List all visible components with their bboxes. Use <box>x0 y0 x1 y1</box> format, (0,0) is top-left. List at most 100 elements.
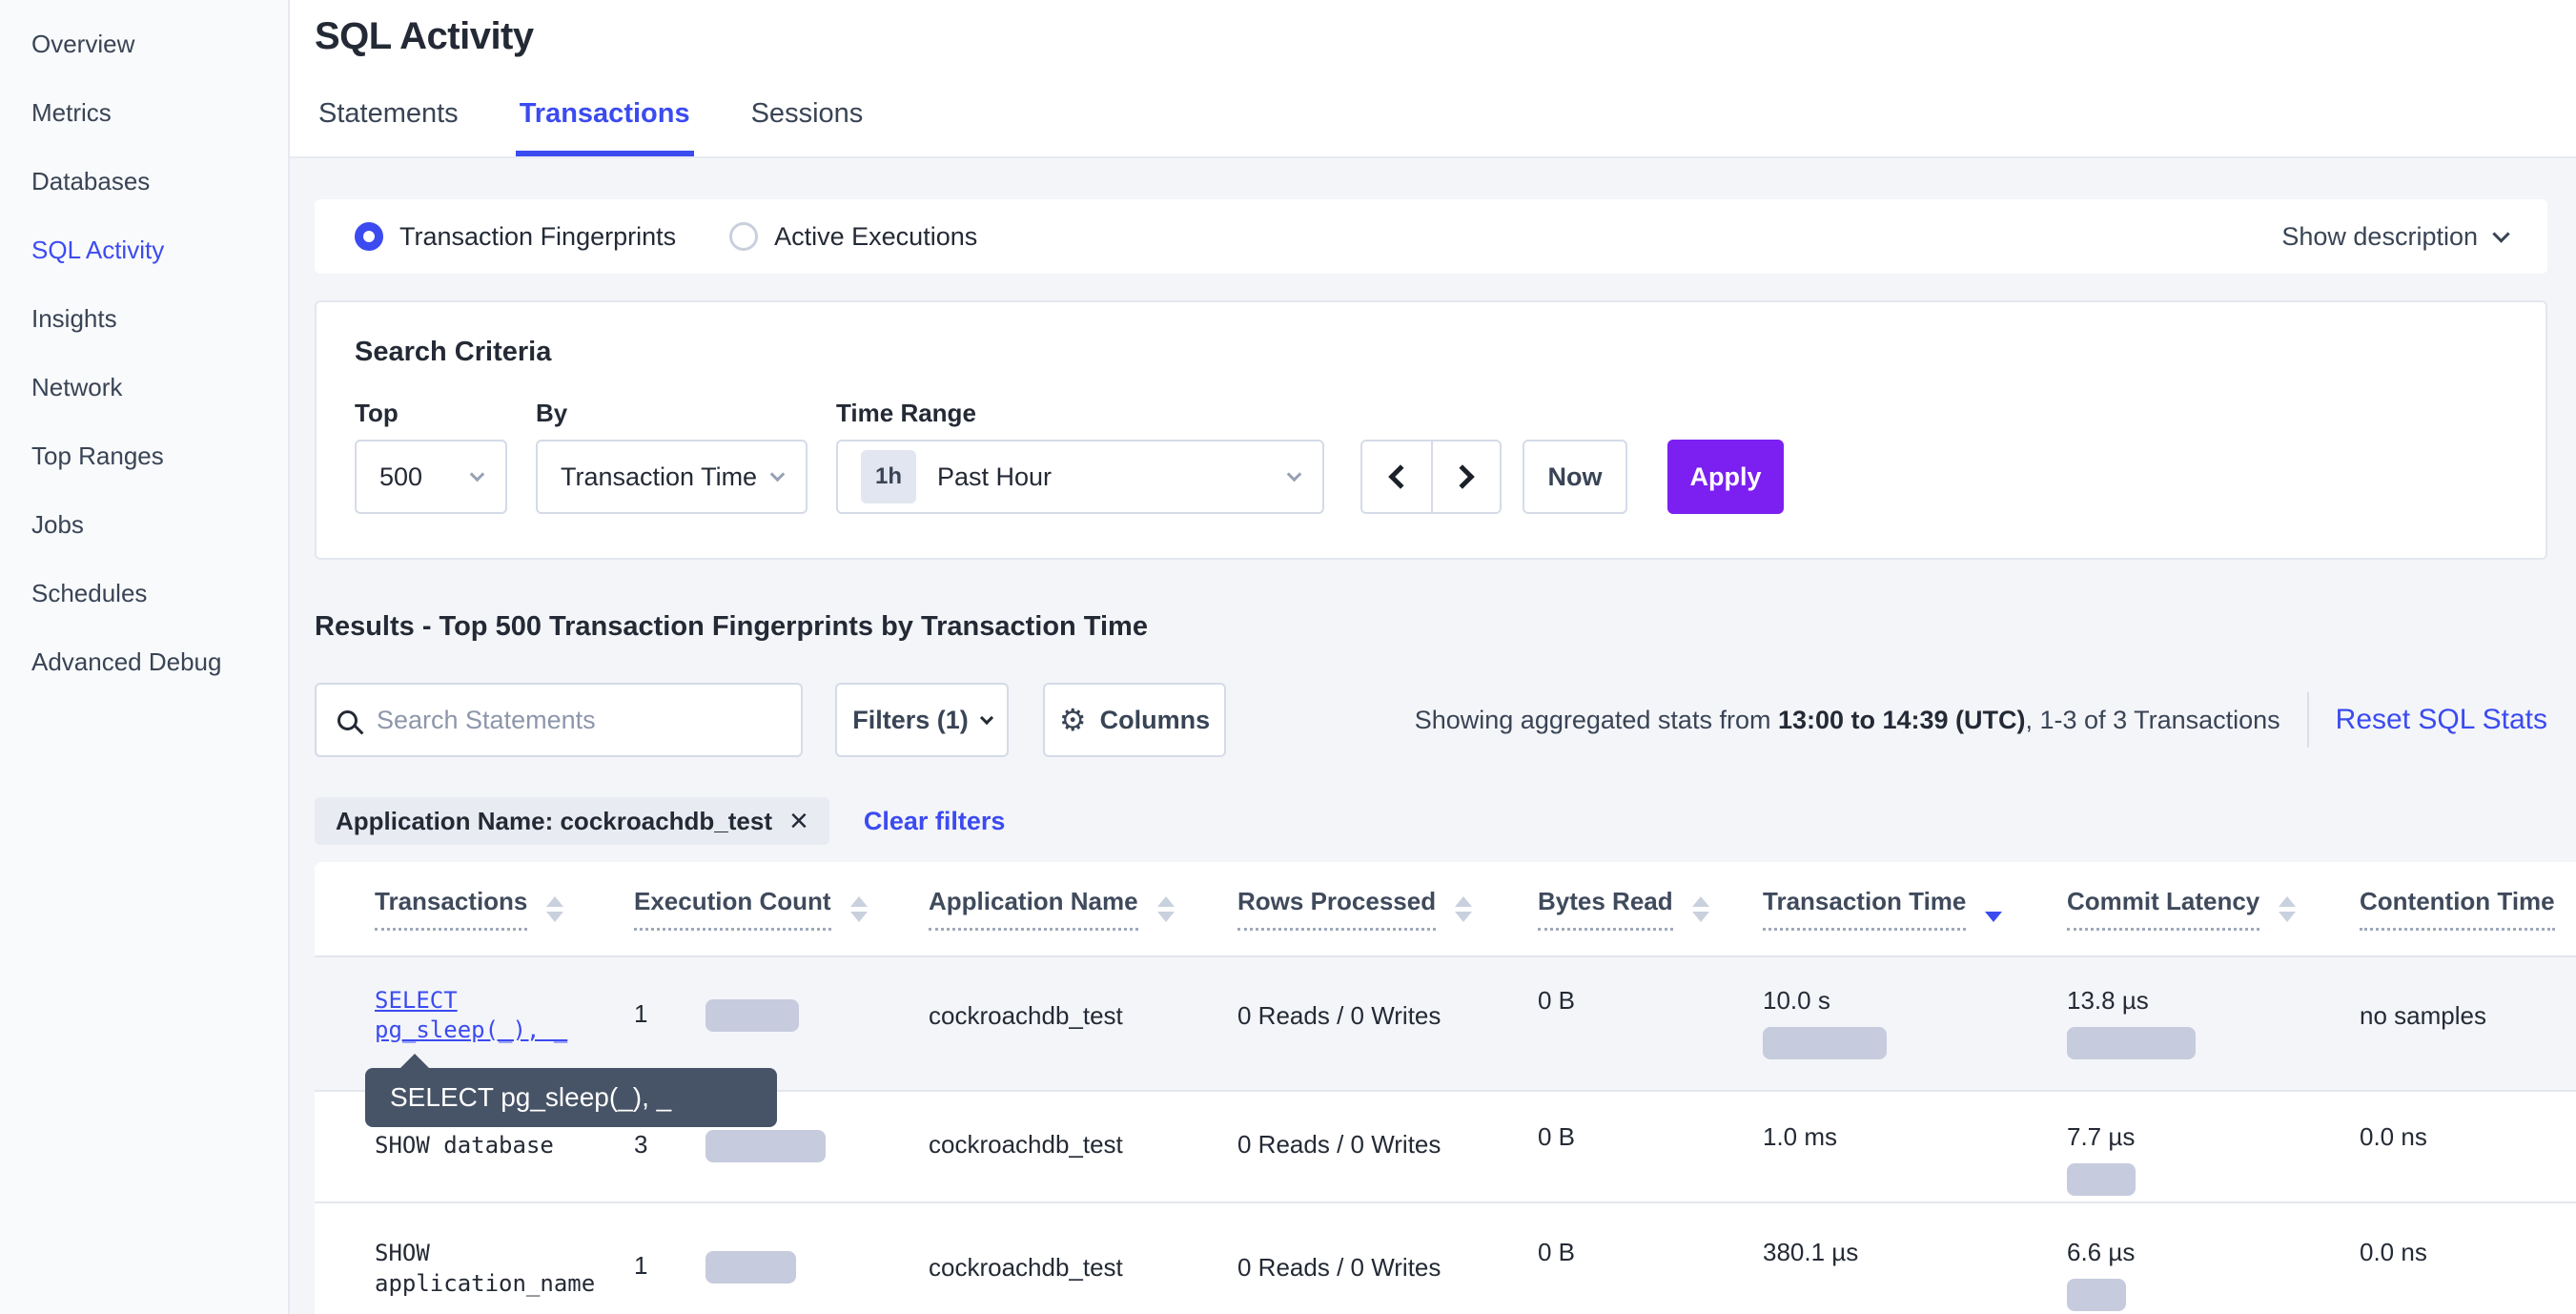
remove-filter-icon[interactable]: × <box>789 803 808 839</box>
table-row: SHOW database 3 cockroachdb_test 0 Reads… <box>315 1090 2576 1201</box>
by-field: By Transaction Time <box>536 399 808 514</box>
radio-selected-icon <box>355 222 383 251</box>
chevron-down-icon <box>769 466 786 482</box>
commit-latency-bar <box>2067 1279 2126 1311</box>
filter-chip-application-name: Application Name: cockroachdb_test × <box>315 797 829 845</box>
sort-icons <box>1691 895 1709 922</box>
by-label: By <box>536 399 568 427</box>
transactions-table: Transactions Execution Count Application… <box>315 862 2576 1314</box>
transaction-time-cell: 380.1 µs <box>1763 1238 1859 1266</box>
commit-latency-cell: 6.6 µs <box>2067 1238 2360 1311</box>
filters-button[interactable]: Filters (1) <box>835 683 1009 757</box>
top-label: Top <box>355 399 399 427</box>
column-header-rows-processed[interactable]: Rows Processed <box>1237 887 1538 931</box>
search-statements-input[interactable] <box>377 705 780 735</box>
column-header-execution-count[interactable]: Execution Count <box>634 887 929 931</box>
by-select-value: Transaction Time <box>561 462 758 491</box>
column-header-commit-latency[interactable]: Commit Latency <box>2067 887 2360 931</box>
chevron-down-icon <box>469 466 485 482</box>
sidebar-item-insights[interactable]: Insights <box>31 304 117 333</box>
filters-button-label: Filters (1) <box>852 705 969 734</box>
previous-time-window-button[interactable] <box>1362 441 1431 512</box>
transaction-fingerprint-text[interactable]: SHOW database <box>375 1132 554 1159</box>
radio-transaction-fingerprints[interactable]: Transaction Fingerprints <box>355 222 676 252</box>
table-header-row: Transactions Execution Count Application… <box>315 862 2576 957</box>
filter-chip-label: Application Name: cockroachdb_test <box>336 806 772 835</box>
main-area: SQL Activity Statements Transactions Ses… <box>290 0 2576 1314</box>
statement-tooltip: SELECT pg_sleep(_), _ <box>365 1054 777 1127</box>
bytes-read-cell: 0 B <box>1538 986 1576 1015</box>
column-header-contention-time[interactable]: Contention Time <box>2360 887 2576 931</box>
sidebar-item-top-ranges[interactable]: Top Ranges <box>31 441 164 470</box>
show-description-label: Show description <box>2281 221 2478 251</box>
gear-icon: ⚙ <box>1058 703 1087 737</box>
execution-count-cell: 1 <box>634 1238 929 1283</box>
sidebar-item-schedules[interactable]: Schedules <box>31 579 148 607</box>
sidebar-item-databases[interactable]: Databases <box>31 167 151 195</box>
show-description-toggle[interactable]: Show description <box>2281 221 2510 252</box>
sidebar-item-overview[interactable]: Overview <box>31 30 135 58</box>
contention-time-cell: 0.0 ns <box>2360 1238 2427 1266</box>
columns-button-label: Columns <box>1099 705 1211 734</box>
search-icon <box>337 709 358 730</box>
column-header-application-name[interactable]: Application Name <box>929 887 1237 931</box>
by-select[interactable]: Transaction Time <box>536 440 808 514</box>
execution-count-bar <box>705 1251 796 1283</box>
page-header: SQL Activity Statements Transactions Ses… <box>290 0 2576 158</box>
sidebar-item-network[interactable]: Network <box>31 373 123 401</box>
top-select[interactable]: 500 <box>355 440 507 514</box>
time-range-label: Time Range <box>836 399 976 427</box>
column-header-transactions[interactable]: Transactions <box>375 887 634 931</box>
time-range-field: Time Range 1h Past Hour <box>836 399 1324 514</box>
execution-count-cell: 3 <box>634 1130 929 1162</box>
radio-active-executions[interactable]: Active Executions <box>729 222 977 252</box>
execution-count-cell: 1 <box>634 986 929 1032</box>
search-statements-box <box>315 683 803 757</box>
transaction-fingerprint-link[interactable]: SELECT pg_sleep(_), _ <box>375 987 568 1044</box>
application-name-cell: cockroachdb_test <box>929 1130 1123 1159</box>
time-range-select[interactable]: 1h Past Hour <box>836 440 1324 514</box>
next-time-window-button[interactable] <box>1431 441 1500 512</box>
now-button[interactable]: Now <box>1523 440 1627 514</box>
column-header-transaction-time[interactable]: Transaction Time <box>1763 887 2067 931</box>
tab-bar: Statements Transactions Sessions <box>315 98 920 156</box>
contention-time-cell: 0.0 ns <box>2360 1122 2427 1151</box>
commit-latency-bar <box>2067 1027 2196 1059</box>
commit-latency-cell: 7.7 µs <box>2067 1122 2360 1196</box>
page-title: SQL Activity <box>315 15 534 57</box>
sort-icons <box>849 895 868 922</box>
sidebar: Overview Metrics Databases SQL Activity … <box>0 0 290 1314</box>
table-row: SELECT pg_sleep(_), _ 1 cockroachdb_test… <box>315 957 2576 1090</box>
view-toggle-card: Transaction Fingerprints Active Executio… <box>315 199 2547 274</box>
column-header-bytes-read[interactable]: Bytes Read <box>1538 887 1763 931</box>
sidebar-item-sql-activity[interactable]: SQL Activity <box>31 236 165 264</box>
rows-processed-cell: 0 Reads / 0 Writes <box>1237 1001 1441 1030</box>
chevron-down-icon <box>1286 466 1302 482</box>
chevron-down-icon <box>979 710 993 725</box>
tab-transactions[interactable]: Transactions <box>515 98 694 156</box>
sort-icons <box>546 895 564 922</box>
radio-unselected-icon <box>729 222 759 251</box>
reset-sql-stats-link[interactable]: Reset SQL Stats <box>2335 704 2547 735</box>
time-range-value: Past Hour <box>937 462 1053 491</box>
tab-statements[interactable]: Statements <box>318 98 459 129</box>
apply-button[interactable]: Apply <box>1667 440 1784 514</box>
time-window-pager <box>1360 440 1502 514</box>
transaction-fingerprint-text[interactable]: SHOW application_name <box>375 1240 596 1298</box>
sidebar-item-jobs[interactable]: Jobs <box>31 510 84 539</box>
bytes-read-cell: 0 B <box>1538 1122 1576 1151</box>
top-field: Top 500 <box>355 399 507 514</box>
rows-processed-cell: 0 Reads / 0 Writes <box>1237 1130 1441 1159</box>
bytes-read-cell: 0 B <box>1538 1238 1576 1266</box>
sort-icons <box>2279 895 2297 922</box>
columns-button[interactable]: ⚙ Columns <box>1043 683 1226 757</box>
clear-filters-link[interactable]: Clear filters <box>863 806 1006 835</box>
commit-latency-cell: 13.8 µs <box>2067 986 2360 1059</box>
tab-sessions[interactable]: Sessions <box>750 98 864 129</box>
contention-time-cell: no samples <box>2360 1001 2486 1030</box>
aggregated-stats-text: Showing aggregated stats from 13:00 to 1… <box>1414 705 2280 734</box>
sidebar-item-advanced-debug[interactable]: Advanced Debug <box>31 647 222 676</box>
sidebar-item-metrics[interactable]: Metrics <box>31 98 112 127</box>
content: Transaction Fingerprints Active Executio… <box>290 199 2576 1314</box>
radio-label: Transaction Fingerprints <box>399 221 677 251</box>
